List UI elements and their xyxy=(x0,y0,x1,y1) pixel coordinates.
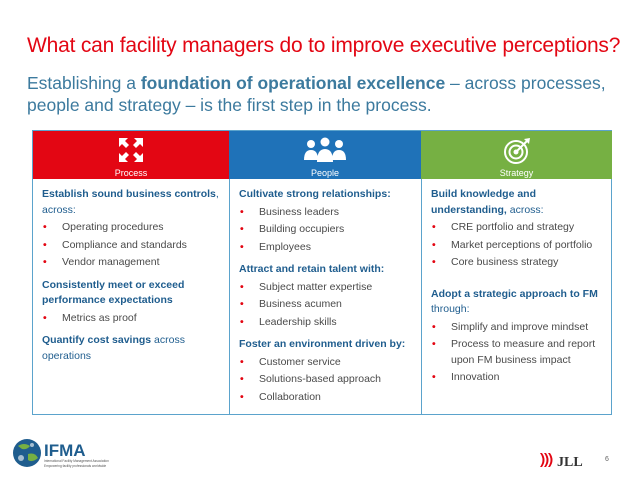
people-header: People xyxy=(229,131,421,179)
list-item: Core business strategy xyxy=(431,255,606,271)
list-item: Metrics as proof xyxy=(42,311,223,327)
ifma-logo-text: IFMA xyxy=(44,441,86,460)
list-item: Employees xyxy=(239,240,415,256)
arrows-out-icon xyxy=(119,138,143,162)
people-group-icon xyxy=(304,137,346,162)
section-heading: Establish sound business controls, acros… xyxy=(42,188,219,216)
subtitle-bold: foundation of operational excellence xyxy=(140,73,446,93)
strategy-column: Build knowledge and understanding, acros… xyxy=(421,179,612,414)
list-item: Market perceptions of portfolio xyxy=(431,238,606,254)
list-item: Subject matter expertise xyxy=(239,280,415,296)
subtitle-pre: Establishing a xyxy=(27,73,141,93)
section-heading: Adopt a strategic approach to FM through… xyxy=(431,287,598,316)
three-column-table: Process People Strategy xyxy=(32,130,612,415)
list-item: Collaboration xyxy=(239,390,415,406)
ifma-logo-sub: Empowering facility professionals worldw… xyxy=(44,464,106,468)
section-heading: Build knowledge and understanding, acros… xyxy=(431,188,544,216)
list-item: Compliance and standards xyxy=(42,238,223,254)
strategy-header: Strategy xyxy=(421,131,612,179)
strategy-label: Strategy xyxy=(499,168,534,178)
jll-logo-text: JLL xyxy=(557,455,583,469)
list-item: Leadership skills xyxy=(239,315,415,331)
ifma-logo: IFMA International Facility Management A… xyxy=(13,439,109,468)
slide-subtitle: Establishing a foundation of operational… xyxy=(27,72,617,116)
list-item: Solutions-based approach xyxy=(239,372,415,388)
list-item: Innovation xyxy=(431,370,606,386)
people-label: People xyxy=(310,168,340,178)
list-item: Simplify and improve mindset xyxy=(431,320,606,336)
list-item: Operating procedures xyxy=(42,220,223,236)
ifma-logo-tagline: International Facility Management Associ… xyxy=(44,459,109,463)
people-column: Cultivate strong relationships: Business… xyxy=(229,179,421,414)
target-icon xyxy=(503,138,530,164)
section-heading: Foster an environment driven by: xyxy=(239,338,406,350)
list-item: Customer service xyxy=(239,355,415,371)
page-number: 6 xyxy=(605,456,609,463)
process-column: Establish sound business controls, acros… xyxy=(33,179,229,414)
section-heading: Consistently meet or exceed performance … xyxy=(42,278,185,307)
list-item: Business leaders xyxy=(239,205,415,221)
section-heading: Quantify cost savings across operations xyxy=(42,334,185,362)
section-heading: Cultivate strong relationships: xyxy=(239,188,391,200)
section-heading: Attract and retain talent with: xyxy=(239,263,385,275)
slide-title: What can facility managers do to improve… xyxy=(27,34,621,57)
list-item: Vendor management xyxy=(42,255,223,271)
subtitle-post: – across processes, people and strategy … xyxy=(27,73,606,115)
list-item: Business acumen xyxy=(239,297,415,313)
list-item: Building occupiers xyxy=(239,222,415,238)
process-header: Process xyxy=(33,131,229,179)
jll-logo: JLL xyxy=(540,453,583,469)
process-label: Process xyxy=(114,168,148,178)
list-item: CRE portfolio and strategy xyxy=(431,220,606,236)
list-item: Process to measure and report upon FM bu… xyxy=(431,337,606,368)
